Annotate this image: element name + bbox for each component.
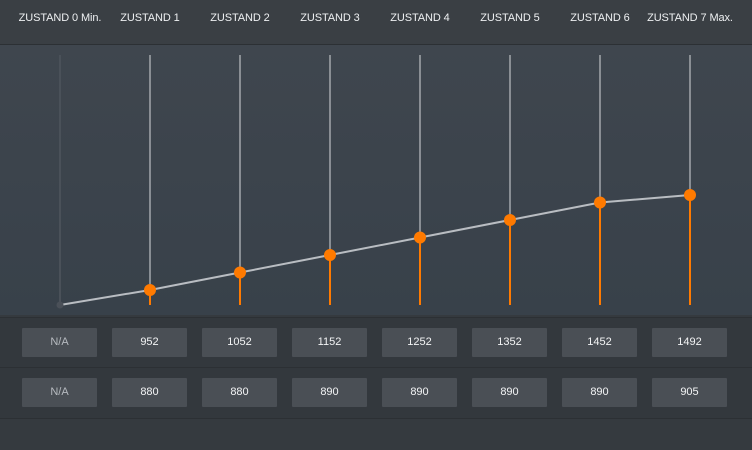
- state-handle-6[interactable]: [594, 196, 606, 209]
- curve-chart-area: [0, 45, 752, 315]
- value-field-zustand-2-row2[interactable]: 880: [202, 378, 277, 407]
- state-handle-5[interactable]: [504, 214, 516, 226]
- state-handle-3[interactable]: [324, 249, 336, 261]
- column-title-zustand-2: ZUSTAND 2: [210, 12, 270, 24]
- value-field-zustand-4-row1[interactable]: 1252: [382, 328, 457, 357]
- value-field-zustand-4-row2[interactable]: 890: [382, 378, 457, 407]
- column-title-zustand-1: ZUSTAND 1: [120, 12, 180, 24]
- value-field-zustand-3-row2[interactable]: 890: [292, 378, 367, 407]
- column-title-zustand-3: ZUSTAND 3: [300, 12, 360, 24]
- state-curve-chart[interactable]: [0, 45, 752, 315]
- value-field-zustand-3-row1[interactable]: 1152: [292, 328, 367, 357]
- values-row-2: N/A 880 880 890 890 890 890 905: [0, 367, 752, 419]
- column-title-zustand-0: ZUSTAND 0 Min.: [18, 12, 102, 24]
- value-field-zustand-7-row1[interactable]: 1492: [652, 328, 727, 357]
- value-field-zustand-1-row1[interactable]: 952: [112, 328, 187, 357]
- value-field-zustand-0-row1[interactable]: N/A: [22, 328, 97, 357]
- value-field-zustand-6-row2[interactable]: 890: [562, 378, 637, 407]
- footer-area: [0, 419, 752, 450]
- column-title-zustand-6: ZUSTAND 6: [570, 12, 630, 24]
- value-field-zustand-2-row1[interactable]: 1052: [202, 328, 277, 357]
- value-field-zustand-0-row2[interactable]: N/A: [22, 378, 97, 407]
- state-handle-1[interactable]: [144, 284, 156, 296]
- state-handle-2[interactable]: [234, 266, 246, 279]
- value-field-zustand-1-row2[interactable]: 880: [112, 378, 187, 407]
- state-point-0: [56, 301, 64, 309]
- state-handle-7[interactable]: [684, 189, 696, 201]
- value-field-zustand-5-row2[interactable]: 890: [472, 378, 547, 407]
- value-field-zustand-5-row1[interactable]: 1352: [472, 328, 547, 357]
- value-field-zustand-7-row2[interactable]: 905: [652, 378, 727, 407]
- column-header-bar: ZUSTAND 0 Min. ZUSTAND 1 ZUSTAND 2 ZUSTA…: [0, 0, 752, 45]
- column-title-zustand-4: ZUSTAND 4: [390, 12, 450, 24]
- column-title-zustand-5: ZUSTAND 5: [480, 12, 540, 24]
- state-handle-4[interactable]: [414, 231, 426, 244]
- value-field-zustand-6-row1[interactable]: 1452: [562, 328, 637, 357]
- values-row-1: N/A 952 1052 1152 1252 1352 1452 1492: [0, 317, 752, 368]
- curve-line: [59, 194, 691, 306]
- column-title-zustand-7: ZUSTAND 7 Max.: [647, 12, 733, 24]
